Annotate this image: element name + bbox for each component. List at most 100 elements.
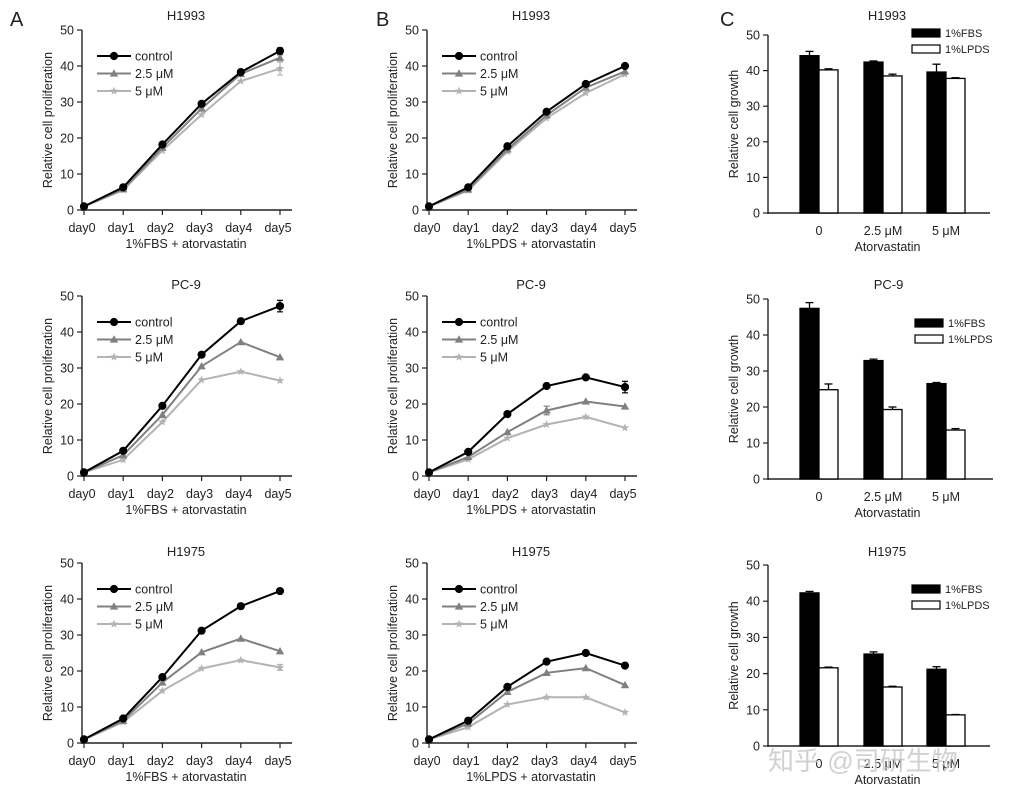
series-control [79,586,285,744]
legend-item: 2.5 μM [97,333,173,347]
data-point-star [119,455,128,464]
data-point-triangle [620,67,630,75]
y-tick-label: 0 [412,737,419,751]
x-tick-label: 2.5 μM [864,757,902,771]
legend-marker-triangle [109,335,119,343]
legend-item: control [97,50,173,64]
x-axis-label: Atorvastatin [854,773,920,787]
y-tick-label: 50 [60,290,74,304]
data-point-circle [503,142,512,151]
y-tick-label: 0 [753,473,760,487]
legend-item: 2.5 μM [97,67,173,81]
data-point-star [236,367,245,376]
legend-marker-circle [454,51,464,61]
y-tick-label: 50 [746,559,760,573]
bar-1-lpds [818,389,839,480]
data-point-triangle [275,353,285,361]
legend-swatch [911,44,941,54]
y-axis-label: Relative cell growth [727,335,741,443]
panel-letter-a: A [10,9,24,31]
data-point-circle [424,735,434,744]
x-tick-label: day3 [186,487,213,501]
data-point-circle [424,202,434,211]
y-axis-label: Relative cell proliferation [386,52,400,188]
chart-c3: H1975 0 10 20 30 40 50 Relative cell growth 0 2.5… [727,544,990,787]
bar-1-fbs [926,71,947,214]
x-tick-label: day5 [609,221,636,235]
data-point-star [542,420,551,429]
x-tick-label: day5 [264,221,291,235]
charts-group: H1993 0 10 20 30 40 50 Relative cell proliferat… [41,8,993,787]
data-point-triangle [197,104,206,112]
x-tick-label: day0 [68,221,95,235]
data-point-circle [464,447,473,456]
data-point-circle [197,350,206,359]
legend-item: 2.5 μM [442,333,518,347]
legend-item: 1%LPDS [911,600,990,612]
series-line [428,73,626,208]
bar-1-fbs [863,653,884,747]
legend-label: 2.5 μM [480,67,518,81]
data-point-star [620,708,630,716]
y-tick-label: 30 [746,365,760,379]
data-point-star [503,433,512,442]
chart-title: H1993 [512,8,550,23]
y-tick-label: 10 [405,434,419,448]
data-point-circle [119,714,128,723]
x-tick-label: day5 [609,754,636,768]
bar-1-fbs [863,359,884,480]
legend-item: 2.5 μM [97,600,173,614]
data-point-circle [620,61,630,71]
y-tick-label: 10 [746,171,760,185]
legend-marker-circle [109,584,119,594]
y-tick-label: 20 [746,401,760,415]
x-tick-label: day1 [108,487,135,501]
x-tick-label: day1 [453,221,480,235]
x-tick-label: day5 [264,487,291,501]
legend-label: control [480,50,518,64]
legend-item: 5 μM [97,85,163,99]
series-line [83,50,281,208]
data-point-circle [464,716,473,725]
series-line [83,370,281,474]
x-tick-label: day1 [108,754,135,768]
bar-1-fbs [799,54,820,214]
x-tick-label: day1 [453,487,480,501]
data-point-circle [275,46,285,55]
x-tick-label: day2 [492,754,519,768]
x-axis-label: 1%LPDS + atorvastatin [466,503,596,517]
y-tick-label: 0 [67,470,74,484]
legend-item: 5 μM [97,618,163,632]
legend-label: 5 μM [135,351,163,365]
x-axis-label: 1%LPDS + atorvastatin [466,237,596,251]
legend-label: 5 μM [135,85,163,99]
x-tick-label: day3 [186,754,213,768]
y-tick-label: 50 [405,24,419,38]
series-line [428,376,626,474]
x-tick-label: day4 [225,487,252,501]
data-point-circle [197,99,206,108]
data-point-circle [424,468,434,477]
legend-swatch [911,584,941,594]
bar-1-fbs [799,592,820,747]
y-tick-label: 10 [746,437,760,451]
bar-1-lpds [945,429,966,480]
watermark: 知乎 @司研生物 [768,746,958,776]
y-axis-label: Relative cell proliferation [386,585,400,721]
series-control [79,46,285,211]
x-tick-label: day2 [492,487,519,501]
chart-title: PC-9 [874,277,904,292]
y-tick-label: 50 [746,293,760,307]
x-tick-label: day0 [413,221,440,235]
data-point-triangle [464,452,473,461]
legend-label: 5 μM [480,618,508,632]
data-point-circle [542,381,551,391]
series-control [424,373,630,477]
data-point-triangle [503,427,512,436]
bar-1-fbs [799,307,820,480]
y-tick-label: 40 [405,60,419,74]
series-line [83,340,281,474]
data-point-triangle [236,634,245,642]
x-tick-label: 2.5 μM [864,224,902,238]
y-tick-label: 40 [746,595,760,609]
